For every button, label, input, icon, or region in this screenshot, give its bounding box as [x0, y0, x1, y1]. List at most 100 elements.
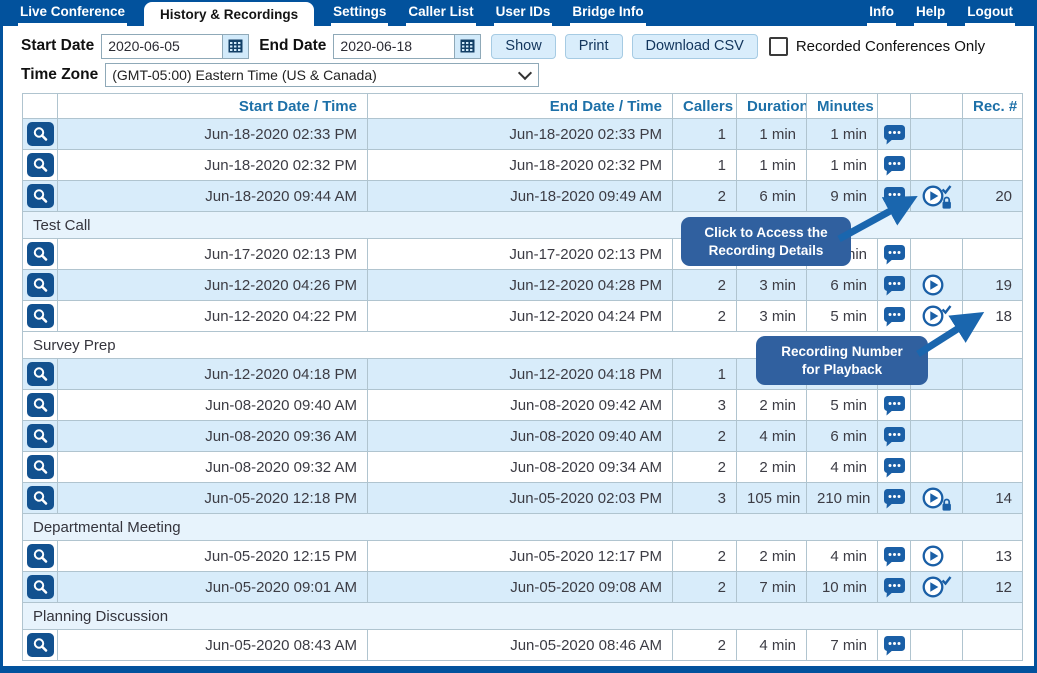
view-details-button[interactable] [27, 304, 54, 328]
time-zone-select[interactable]: (GMT-05:00) Eastern Time (US & Canada) [105, 63, 539, 87]
callers-cell: 2 [673, 572, 737, 603]
magnifier-icon [32, 157, 49, 173]
view-details-button[interactable] [27, 362, 54, 386]
chat-icon[interactable] [883, 275, 906, 296]
view-details-button[interactable] [27, 153, 54, 177]
recording-number-cell: 19 [963, 270, 1023, 301]
chat-icon[interactable] [883, 546, 906, 567]
end-datetime-cell: Jun-05-2020 09:08 AM [368, 572, 673, 603]
tab-live-conference[interactable]: Live Conference [18, 3, 127, 26]
chat-cell [878, 270, 911, 301]
minutes-cell: 5 min [807, 301, 878, 332]
view-details-button[interactable] [27, 633, 54, 657]
duration-cell: 3 min [737, 301, 807, 332]
conference-row: Jun-18-2020 02:33 PM Jun-18-2020 02:33 P… [23, 119, 1023, 150]
download-csv-button[interactable]: Download CSV [632, 34, 758, 59]
chat-icon[interactable] [883, 186, 906, 207]
chat-cell [878, 541, 911, 572]
link-help[interactable]: Help [914, 3, 947, 26]
end-datetime-cell: Jun-12-2020 04:24 PM [368, 301, 673, 332]
header-callers: Callers [673, 94, 737, 119]
view-details-button[interactable] [27, 393, 54, 417]
magnifier-icon [32, 246, 49, 262]
end-datetime-cell: Jun-05-2020 02:03 PM [368, 483, 673, 514]
tab-caller-list[interactable]: Caller List [406, 3, 475, 26]
play-cell [911, 270, 963, 301]
view-details-button[interactable] [27, 273, 54, 297]
end-datetime-cell: Jun-18-2020 02:33 PM [368, 119, 673, 150]
show-button[interactable]: Show [491, 34, 555, 59]
start-date-input[interactable] [102, 35, 222, 58]
time-zone-label: Time Zone [21, 66, 98, 84]
header-duration: Duration [737, 94, 807, 119]
callers-cell: 1 [673, 119, 737, 150]
view-details-button[interactable] [27, 242, 54, 266]
view-details-button[interactable] [27, 544, 54, 568]
view-details-button[interactable] [27, 455, 54, 479]
callers-cell: 2 [673, 630, 737, 661]
magnifier-icon [32, 637, 49, 653]
end-datetime-cell: Jun-08-2020 09:42 AM [368, 390, 673, 421]
magnifier-icon [32, 277, 49, 293]
end-datetime-cell: Jun-17-2020 02:13 PM [368, 239, 673, 270]
end-date-group [333, 34, 481, 59]
chat-cell [878, 452, 911, 483]
view-details-button[interactable] [27, 184, 54, 208]
conference-row: Jun-17-2020 02:13 PM Jun-17-2020 02:13 P… [23, 239, 1023, 270]
minutes-cell: 6 min [807, 270, 878, 301]
view-details-button[interactable] [27, 486, 54, 510]
minutes-cell: 9 min [807, 181, 878, 212]
start-date-calendar-button[interactable] [222, 35, 248, 58]
view-details-button[interactable] [27, 122, 54, 146]
recording-number-cell: 20 [963, 181, 1023, 212]
play-check-icon[interactable] [921, 573, 953, 601]
tab-bridge-info[interactable]: Bridge Info [570, 3, 645, 26]
conference-row: Jun-18-2020 09:44 AM Jun-18-2020 09:49 A… [23, 181, 1023, 212]
play-cell [911, 301, 963, 332]
callers-cell: 3 [673, 390, 737, 421]
chat-icon[interactable] [883, 426, 906, 447]
play-lock-icon[interactable] [921, 484, 953, 512]
tab-settings[interactable]: Settings [331, 3, 388, 26]
end-datetime-cell: Jun-12-2020 04:18 PM [368, 359, 673, 390]
play-check-icon[interactable] [921, 302, 953, 330]
minutes-cell: 7 min [807, 630, 878, 661]
chat-icon[interactable] [883, 155, 906, 176]
callers-cell: 2 [673, 301, 737, 332]
end-date-calendar-button[interactable] [454, 35, 480, 58]
minutes-cell: 210 min [807, 483, 878, 514]
recording-number-cell [963, 359, 1023, 390]
conference-app-window: Live Conference History & Recordings Set… [0, 0, 1037, 673]
chat-cell [878, 181, 911, 212]
link-logout[interactable]: Logout [965, 3, 1015, 26]
end-datetime-cell: Jun-08-2020 09:40 AM [368, 421, 673, 452]
start-datetime-cell: Jun-05-2020 09:01 AM [58, 572, 368, 603]
chat-icon[interactable] [883, 124, 906, 145]
play-check-lock-icon[interactable] [921, 182, 953, 210]
chat-icon[interactable] [883, 488, 906, 509]
chat-icon[interactable] [883, 306, 906, 327]
magnifier-icon [32, 397, 49, 413]
recorded-only-checkbox[interactable] [769, 37, 788, 56]
tab-history-recordings[interactable]: History & Recordings [144, 2, 314, 26]
chat-icon[interactable] [883, 457, 906, 478]
view-details-button[interactable] [27, 424, 54, 448]
play-icon[interactable] [921, 271, 953, 299]
magnifier-icon [32, 548, 49, 564]
recording-number-cell [963, 390, 1023, 421]
conference-row: Jun-08-2020 09:36 AM Jun-08-2020 09:40 A… [23, 421, 1023, 452]
end-date-input[interactable] [334, 35, 454, 58]
link-info[interactable]: Info [867, 3, 896, 26]
play-icon[interactable] [921, 542, 953, 570]
print-button[interactable]: Print [565, 34, 623, 59]
tab-user-ids[interactable]: User IDs [494, 3, 553, 26]
view-details-button[interactable] [27, 575, 54, 599]
play-cell [911, 421, 963, 452]
header-start-datetime: Start Date / Time [58, 94, 368, 119]
chat-icon[interactable] [883, 635, 906, 656]
chat-icon[interactable] [883, 577, 906, 598]
chat-icon[interactable] [883, 244, 906, 265]
chat-icon[interactable] [883, 395, 906, 416]
magnifier-icon [32, 308, 49, 324]
duration-cell: 2 min [737, 452, 807, 483]
